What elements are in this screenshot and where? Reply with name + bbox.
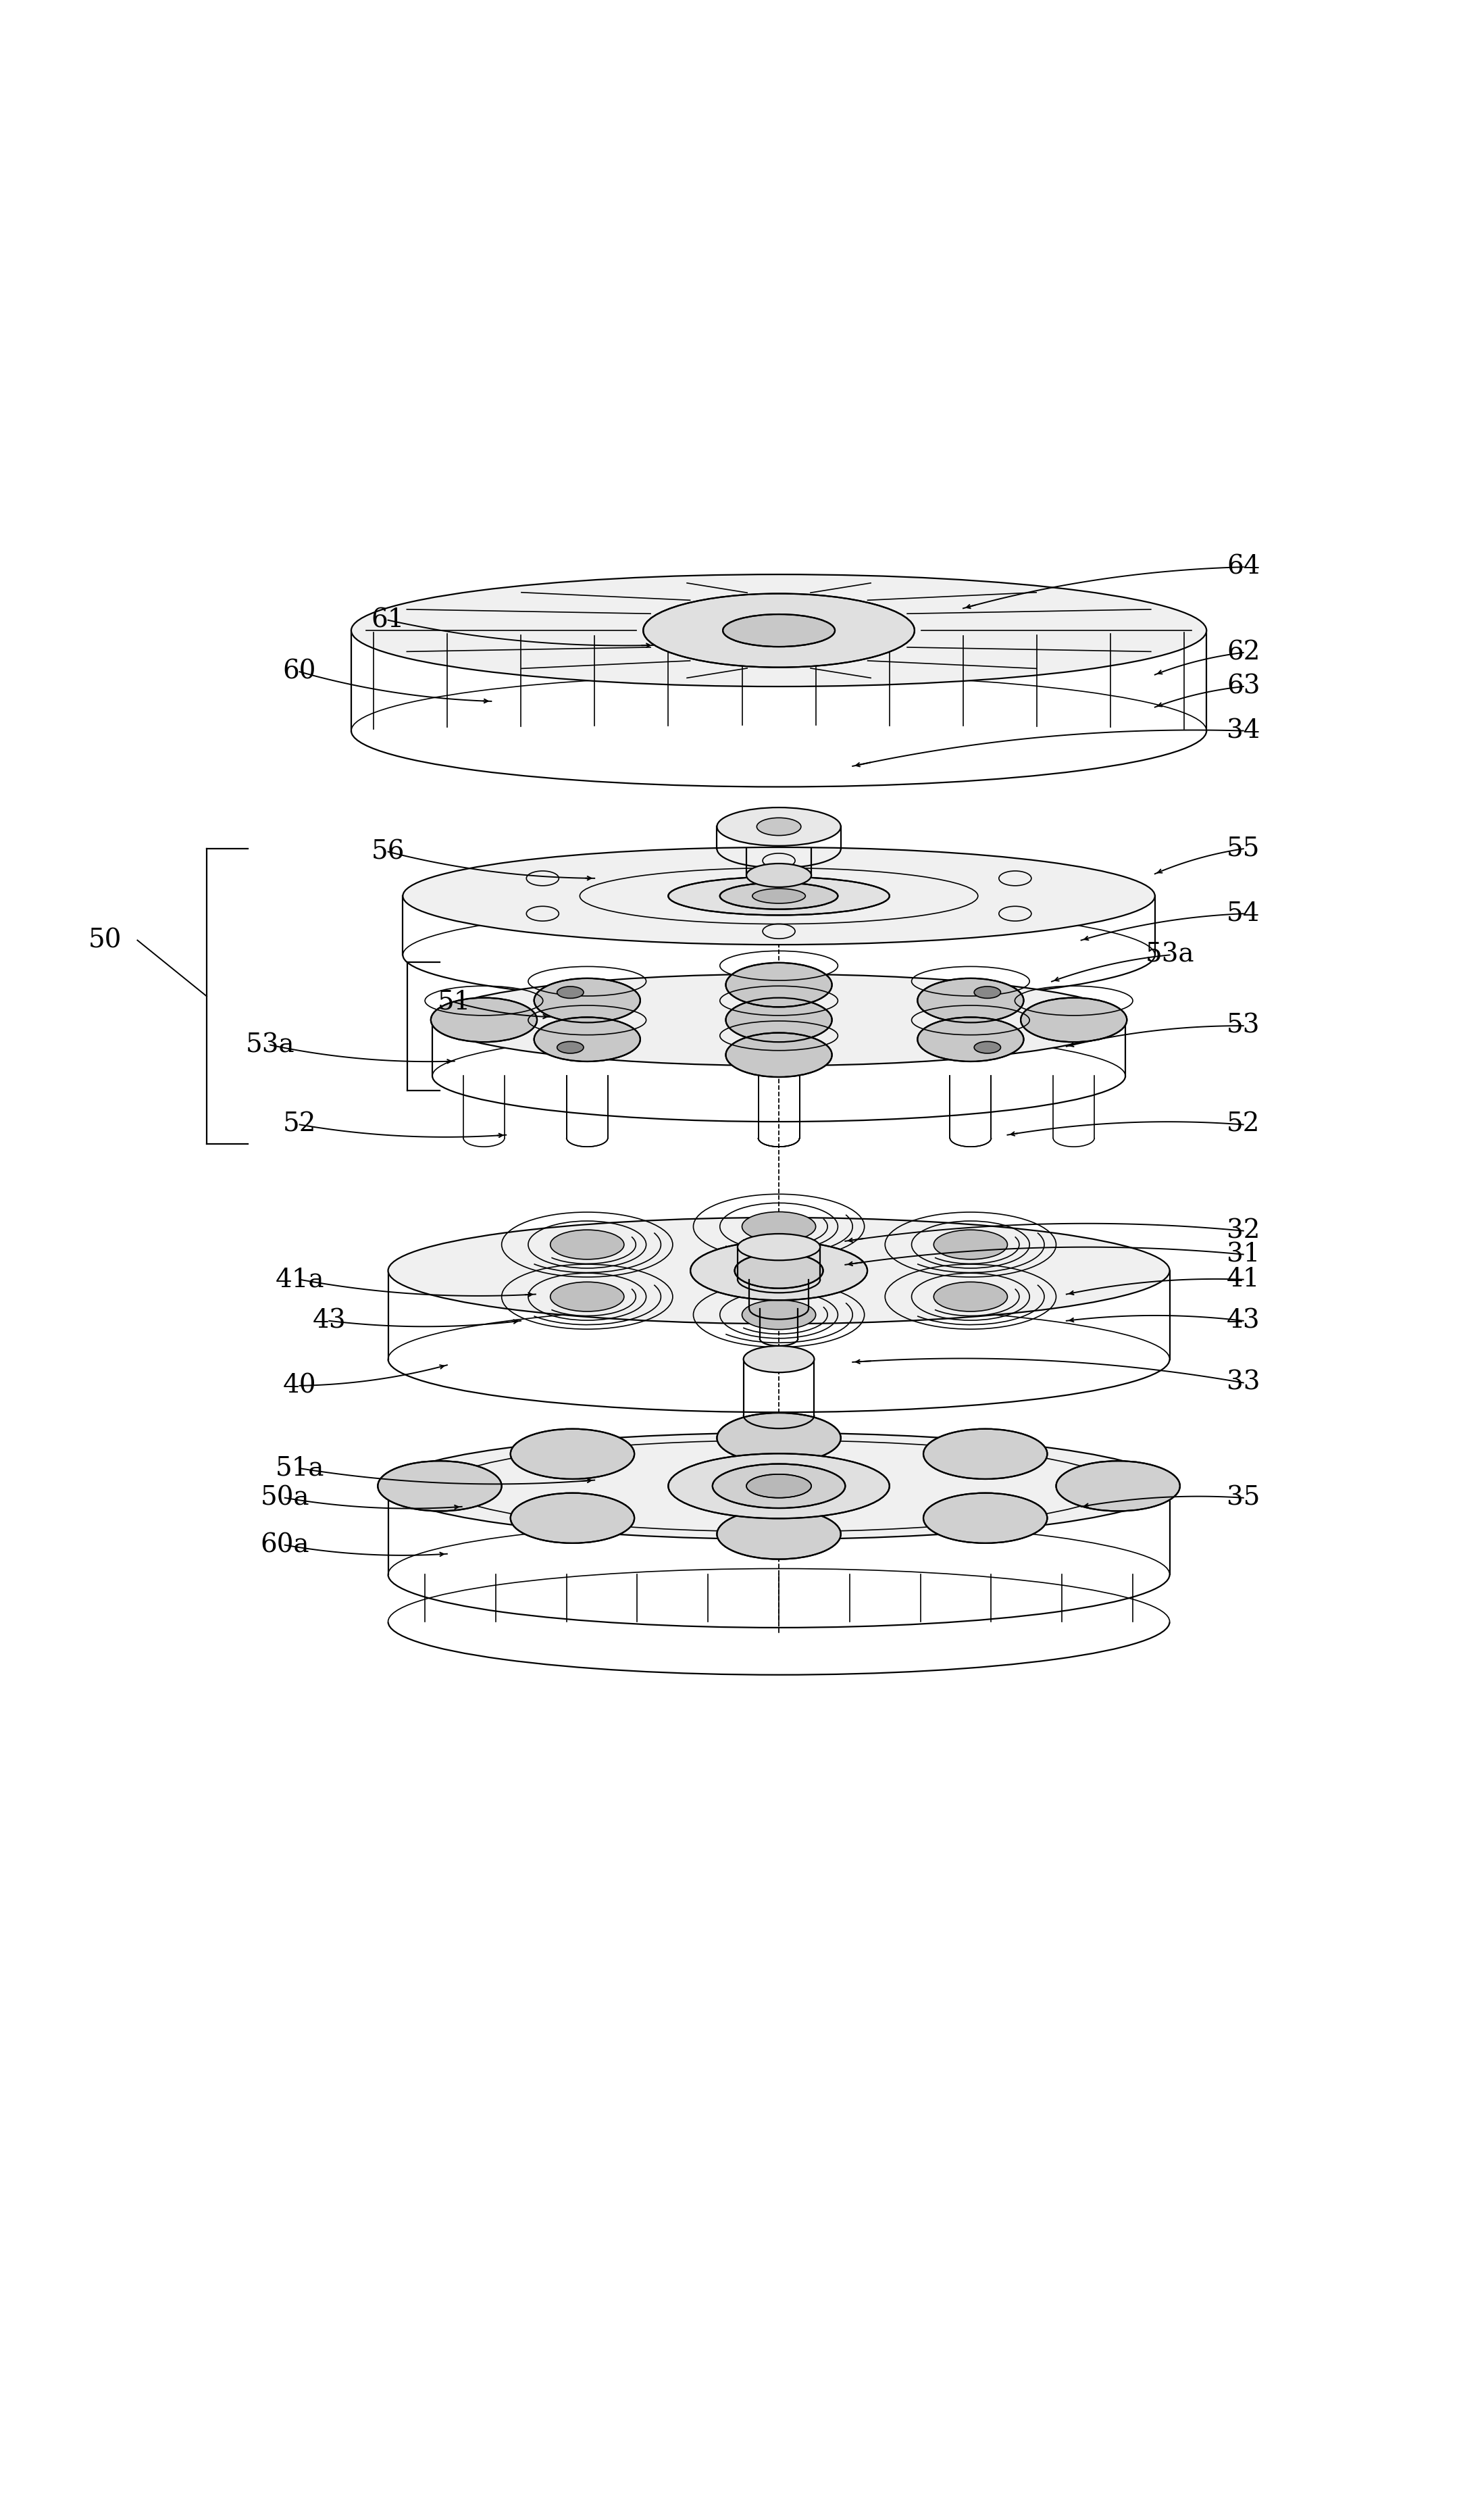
Ellipse shape — [1021, 998, 1126, 1042]
Text: 56: 56 — [371, 840, 405, 865]
Ellipse shape — [556, 988, 583, 997]
Ellipse shape — [690, 1240, 867, 1300]
Text: 50: 50 — [88, 928, 122, 952]
Text: 52: 52 — [283, 1112, 316, 1138]
Ellipse shape — [742, 1212, 816, 1242]
Ellipse shape — [723, 615, 835, 648]
Text: 51: 51 — [438, 990, 470, 1015]
Ellipse shape — [1057, 1460, 1180, 1510]
Ellipse shape — [534, 978, 640, 1022]
Ellipse shape — [746, 862, 812, 888]
Text: 35: 35 — [1227, 1485, 1260, 1510]
Text: 41a: 41a — [275, 1268, 324, 1292]
Text: 34: 34 — [1227, 717, 1260, 742]
Ellipse shape — [551, 1282, 625, 1313]
Ellipse shape — [923, 1430, 1048, 1480]
Text: 41: 41 — [1227, 1268, 1260, 1292]
Text: 60: 60 — [283, 660, 316, 685]
Ellipse shape — [757, 818, 801, 835]
Ellipse shape — [534, 1017, 640, 1062]
Ellipse shape — [735, 1252, 824, 1288]
Text: 43: 43 — [1227, 1308, 1260, 1332]
Ellipse shape — [726, 998, 833, 1042]
Ellipse shape — [643, 592, 914, 668]
Ellipse shape — [717, 1510, 841, 1560]
Ellipse shape — [717, 808, 841, 845]
Text: 51a: 51a — [275, 1455, 324, 1480]
Text: 31: 31 — [1227, 1242, 1260, 1268]
Ellipse shape — [752, 888, 806, 902]
Ellipse shape — [743, 1345, 815, 1372]
Text: 53a: 53a — [1146, 942, 1195, 968]
Text: 62: 62 — [1227, 640, 1260, 665]
Ellipse shape — [432, 975, 1125, 1065]
Ellipse shape — [668, 1452, 889, 1518]
Ellipse shape — [726, 1032, 833, 1078]
Ellipse shape — [510, 1430, 634, 1480]
Ellipse shape — [974, 988, 1000, 997]
Text: 60a: 60a — [260, 1532, 309, 1558]
Ellipse shape — [389, 1432, 1169, 1540]
Ellipse shape — [668, 877, 889, 915]
Ellipse shape — [720, 882, 838, 910]
Ellipse shape — [746, 1475, 812, 1498]
Text: 61: 61 — [371, 608, 405, 632]
Ellipse shape — [510, 1492, 634, 1542]
Text: 52: 52 — [1227, 1112, 1260, 1138]
Text: 55: 55 — [1227, 838, 1260, 862]
Ellipse shape — [933, 1282, 1008, 1313]
Ellipse shape — [551, 1230, 625, 1260]
Text: 43: 43 — [312, 1308, 346, 1332]
Ellipse shape — [974, 1042, 1000, 1052]
Text: 64: 64 — [1227, 555, 1260, 580]
Ellipse shape — [717, 1412, 841, 1462]
Ellipse shape — [923, 1492, 1048, 1542]
Text: 63: 63 — [1227, 675, 1260, 700]
Text: 54: 54 — [1227, 900, 1260, 925]
Ellipse shape — [742, 1300, 816, 1330]
Text: 50a: 50a — [260, 1485, 309, 1510]
Text: 53a: 53a — [245, 1032, 295, 1058]
Ellipse shape — [389, 1217, 1169, 1325]
Ellipse shape — [933, 1230, 1008, 1260]
Ellipse shape — [402, 848, 1155, 945]
Ellipse shape — [352, 575, 1206, 688]
Text: 32: 32 — [1227, 1217, 1260, 1242]
Ellipse shape — [712, 1465, 846, 1508]
Ellipse shape — [430, 998, 537, 1042]
Ellipse shape — [556, 1042, 583, 1052]
Text: 40: 40 — [283, 1372, 316, 1398]
Ellipse shape — [726, 962, 833, 1008]
Ellipse shape — [378, 1460, 502, 1510]
Ellipse shape — [738, 1235, 821, 1260]
Ellipse shape — [917, 978, 1024, 1022]
Text: 53: 53 — [1227, 1012, 1260, 1037]
Ellipse shape — [917, 1017, 1024, 1062]
Text: 33: 33 — [1227, 1370, 1260, 1395]
